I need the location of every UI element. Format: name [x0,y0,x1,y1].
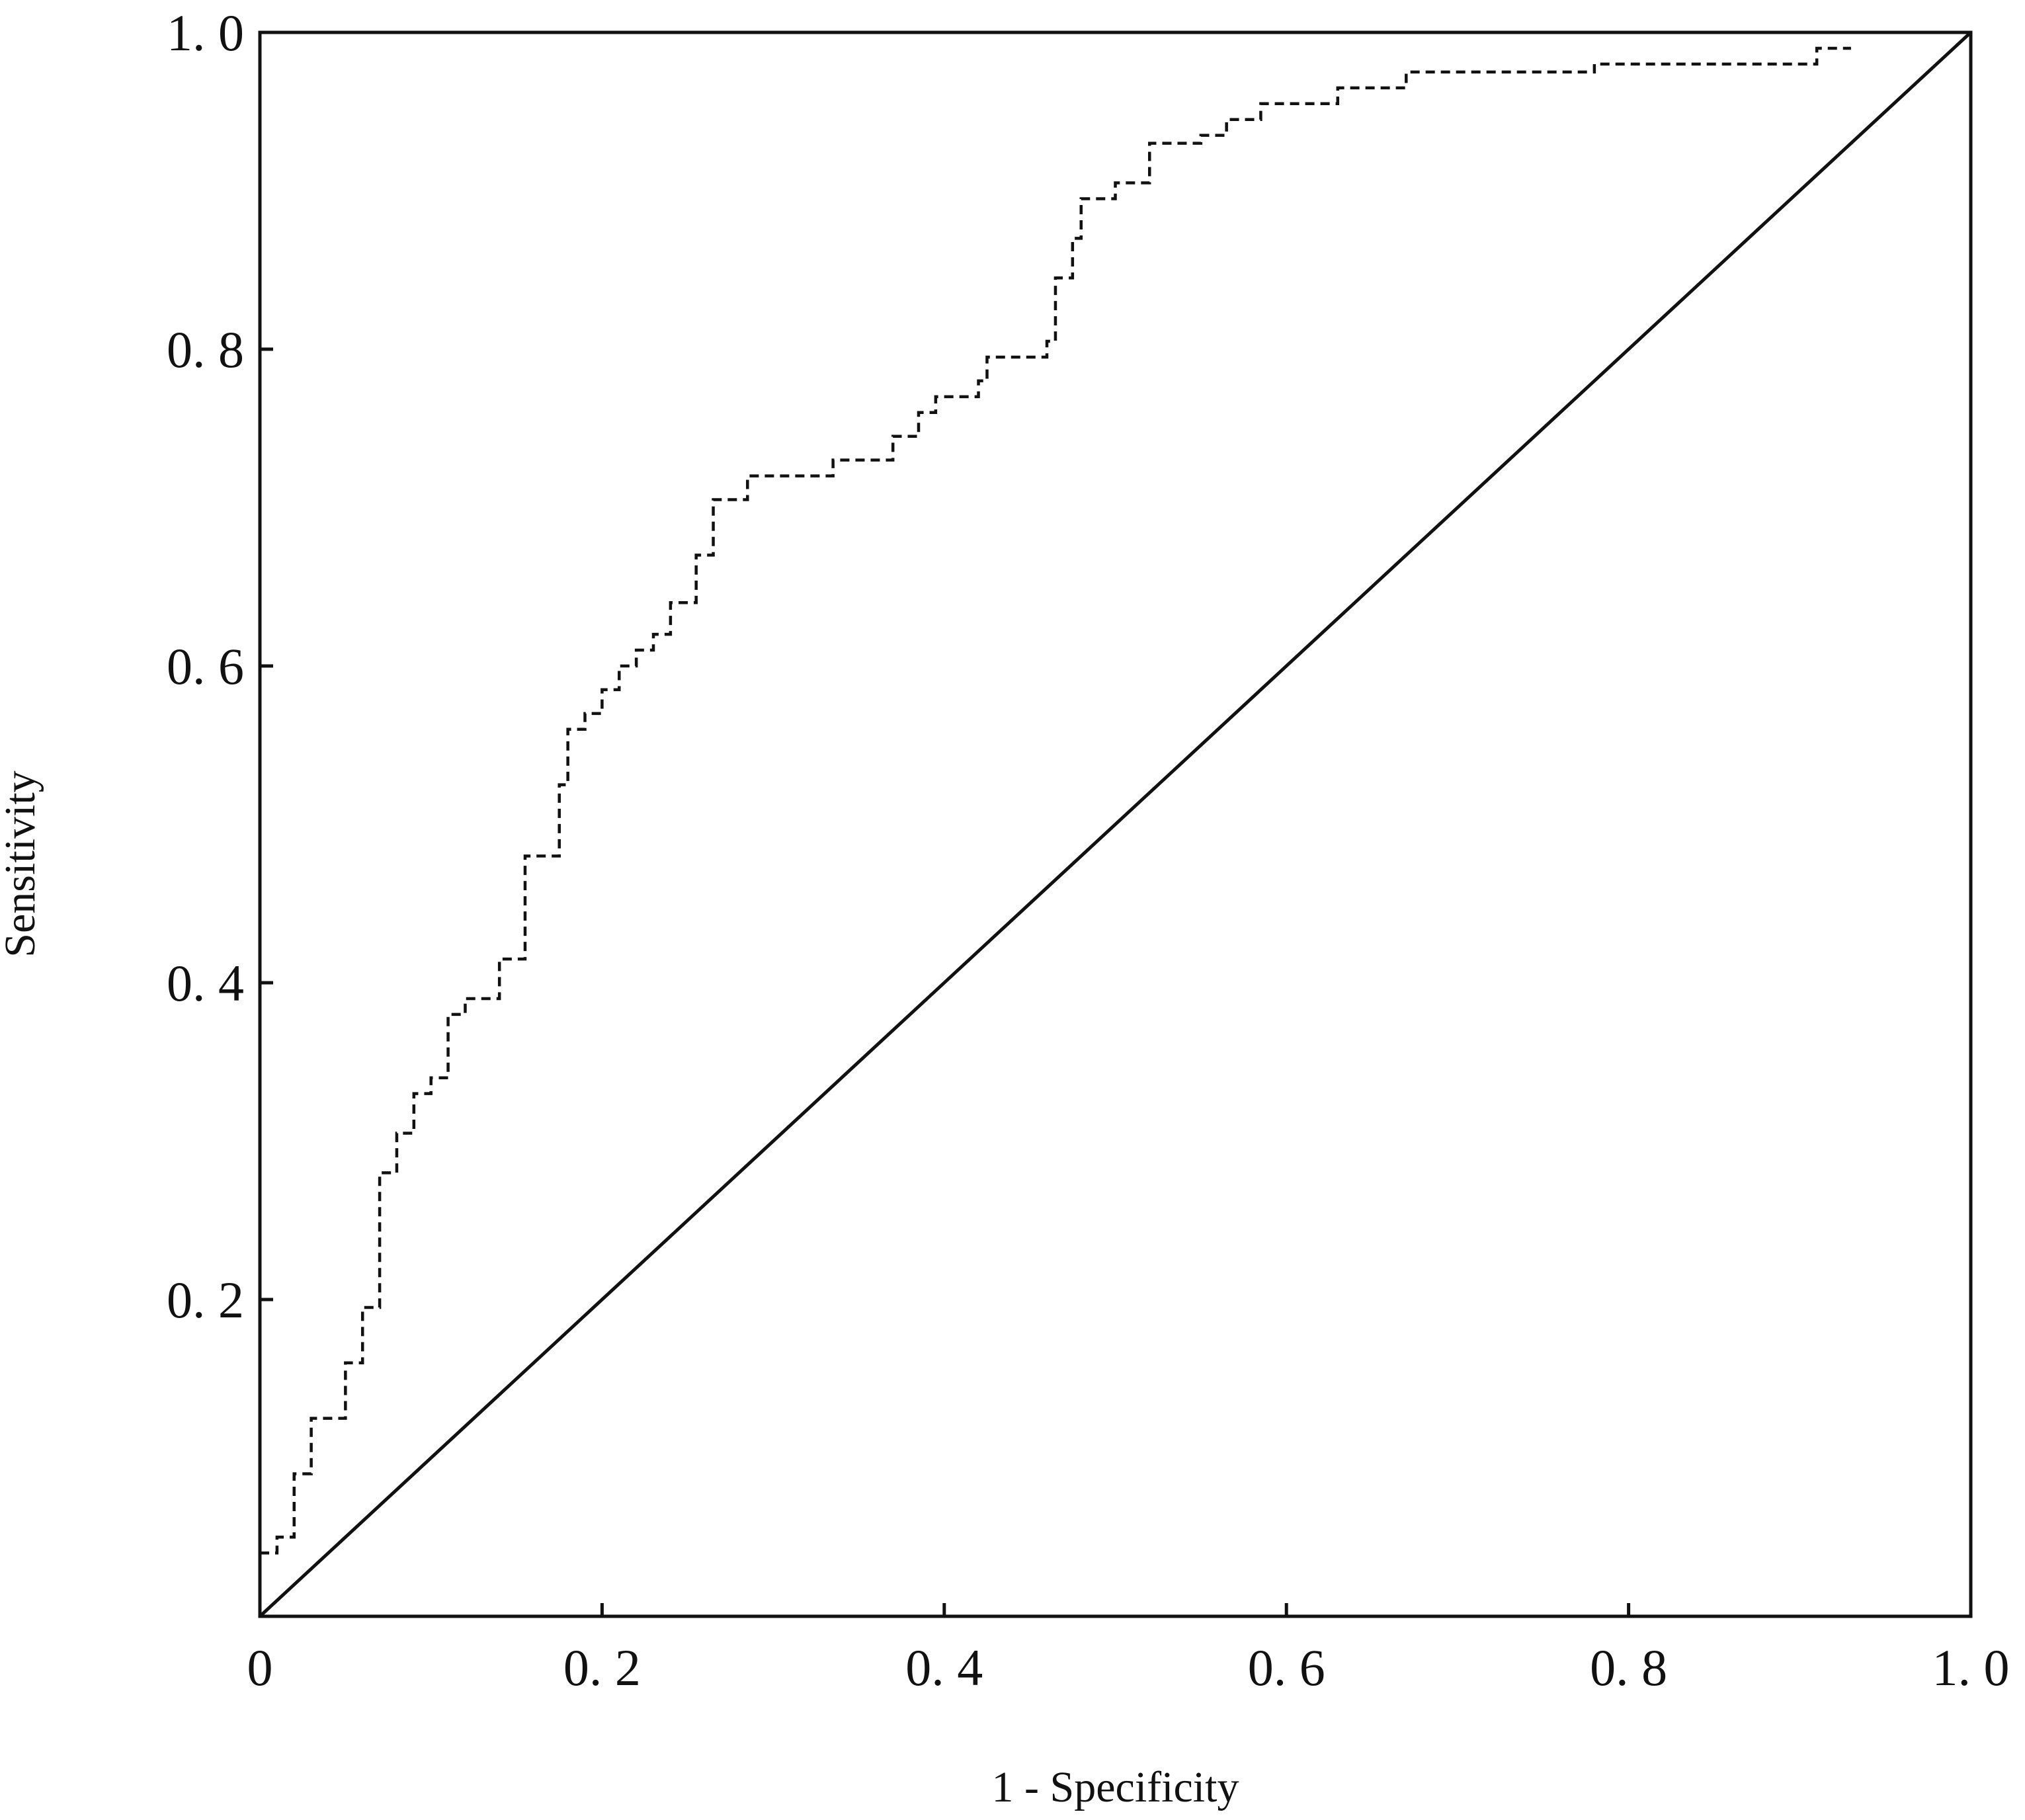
y-tick-label: 0. 4 [167,954,244,1012]
y-tick-label: 0. 8 [167,321,244,378]
y-tick-label: 1. 0 [167,4,244,62]
y-tick-label: 0. 2 [167,1271,244,1329]
tick-marks [260,347,1631,1616]
x-tick-label: 1. 0 [1932,1639,2010,1696]
y-tick-label: 0. 6 [167,638,244,695]
reference-diagonal-line [259,31,1972,1618]
roc-curve-line [260,46,1851,1555]
x-tick-label: 0. 2 [563,1639,641,1696]
plot-frame [258,30,1973,1618]
x-tick-label: 0 [247,1639,273,1696]
y-axis-label: Sensitivity [0,770,44,957]
x-axis-label: 1 - Specificity [992,1763,1239,1811]
x-tick-label: 0. 6 [1248,1639,1325,1696]
x-tick-label: 0. 4 [905,1639,983,1696]
tick-labels: 0 0. 2 0. 4 0. 6 0. 8 1. 0 0. 2 0. 4 0. 6 0. 8 1. … [167,4,2010,1696]
series-layer [259,31,1972,1618]
x-tick-label: 0. 8 [1590,1639,1667,1696]
